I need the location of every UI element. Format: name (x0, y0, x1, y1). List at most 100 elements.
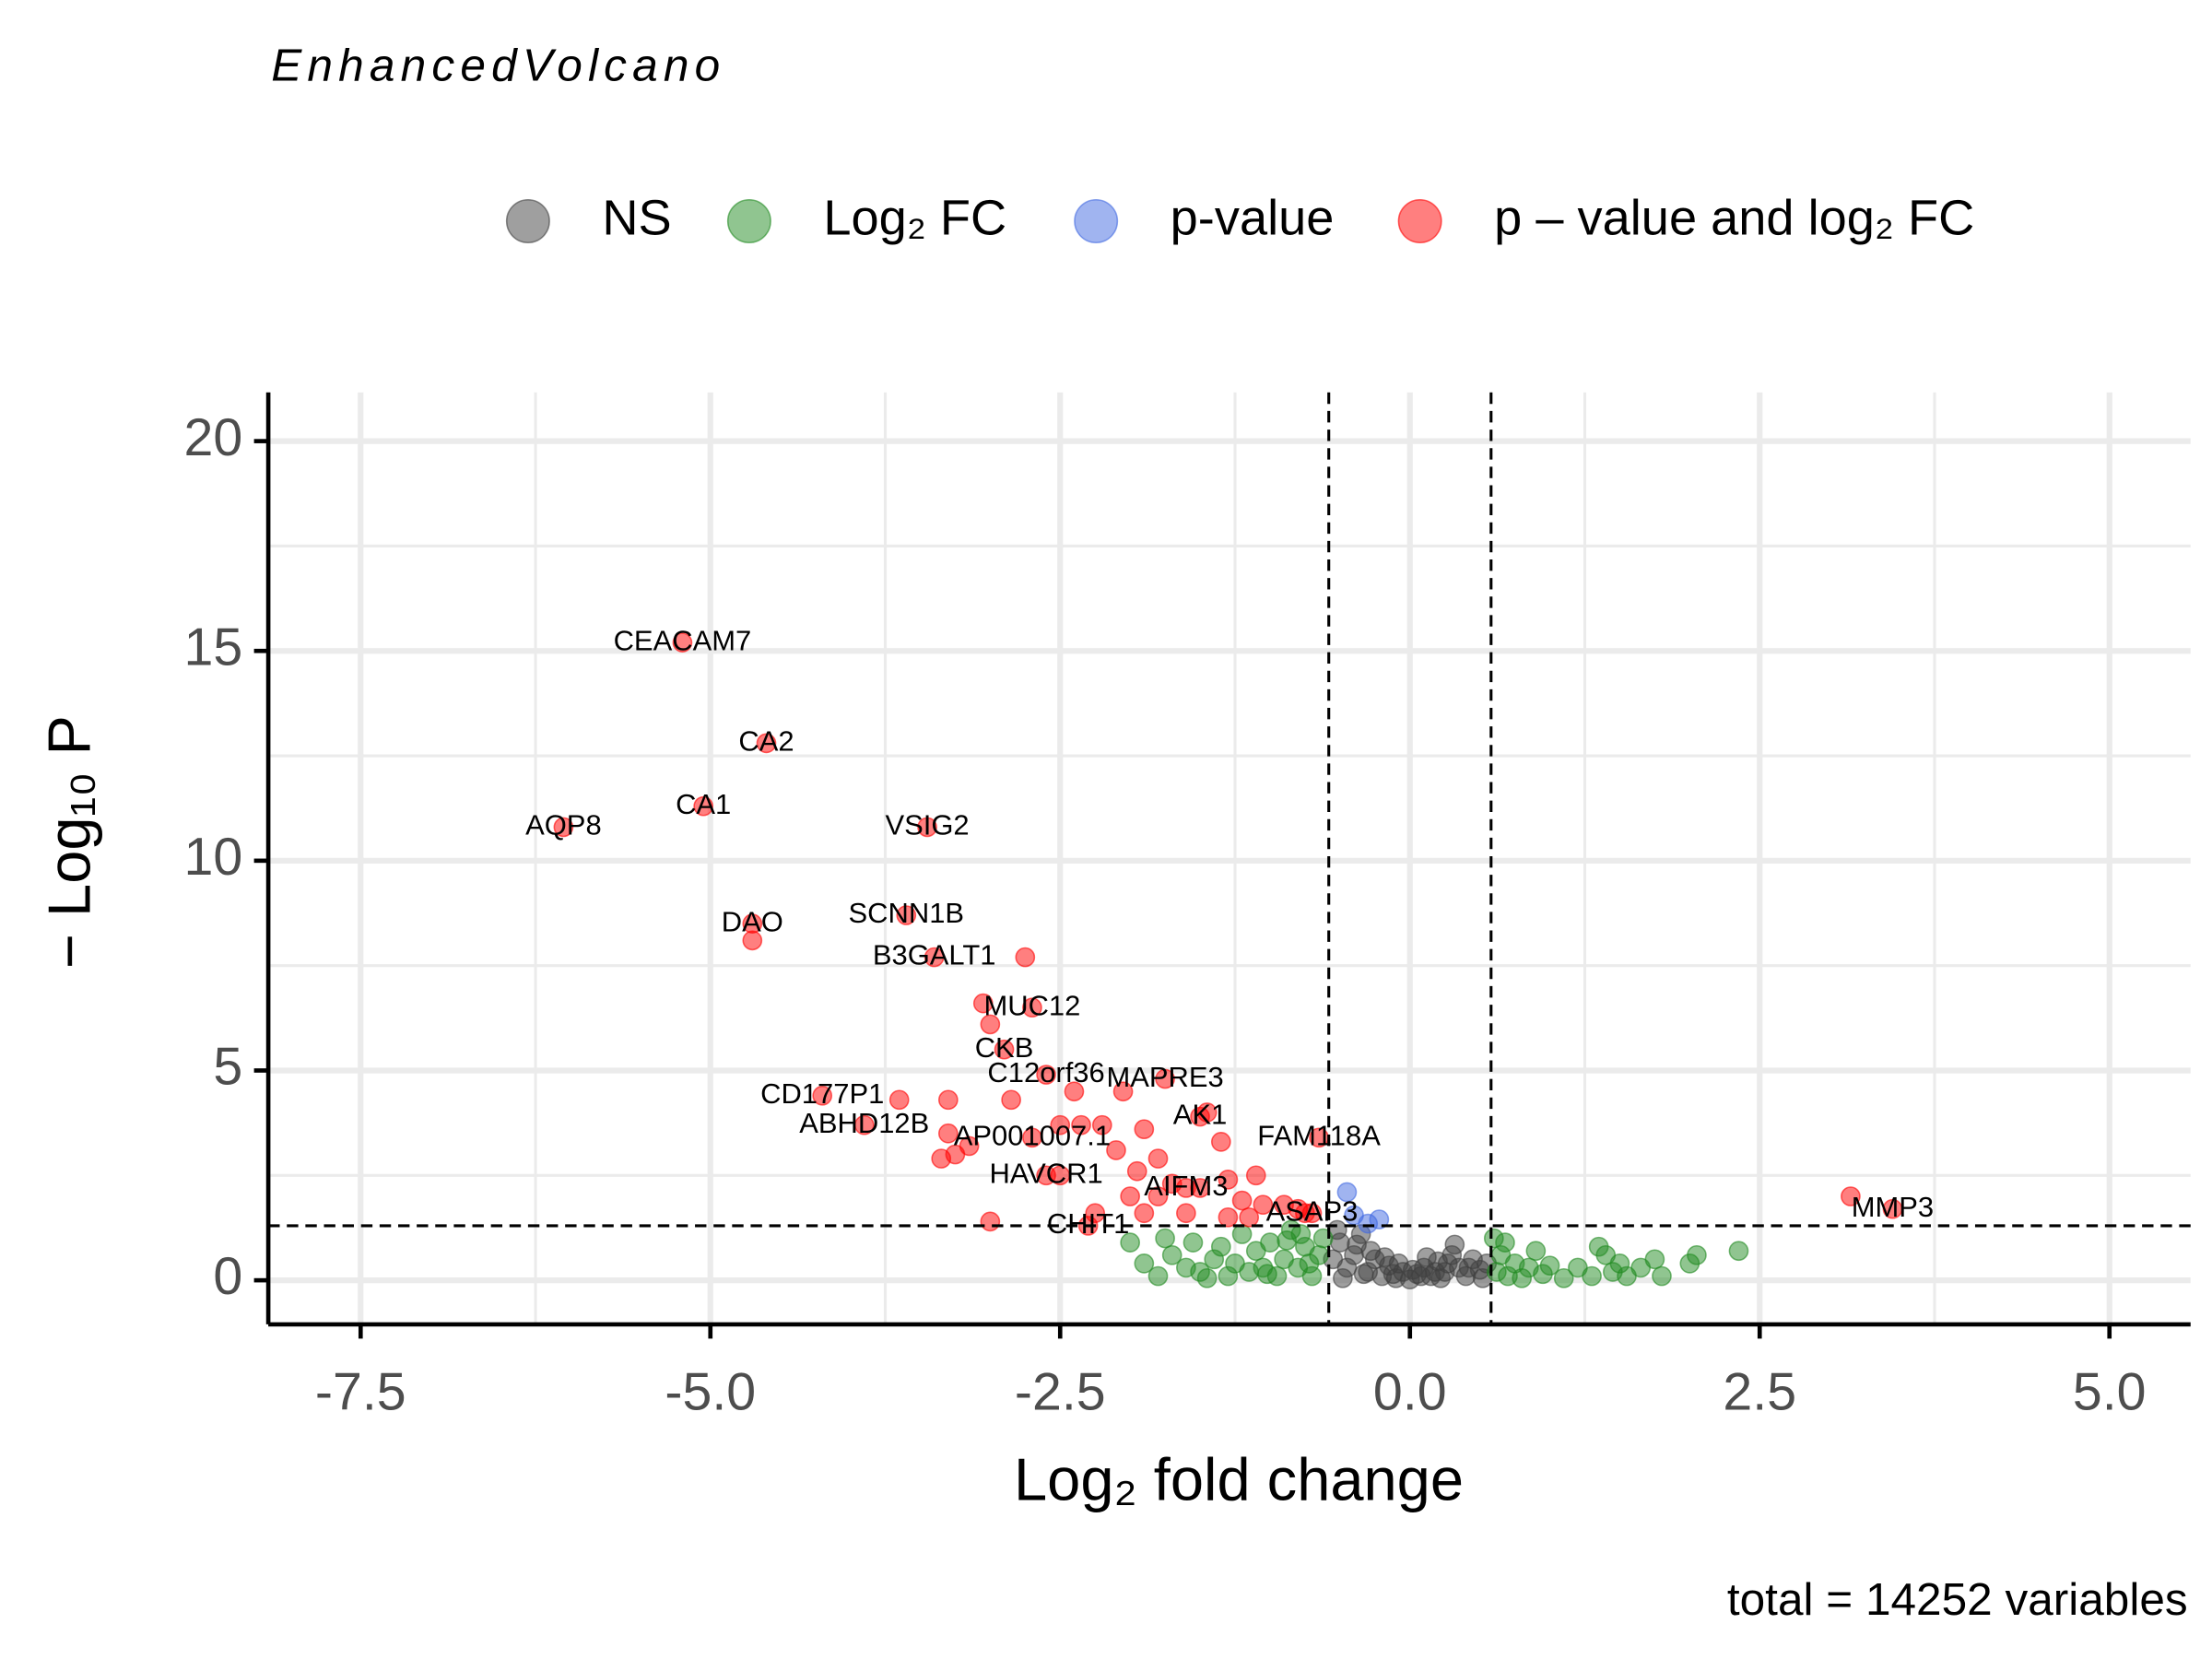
point (1112, 1081, 1134, 1102)
legend-marker (726, 199, 771, 243)
point (1882, 1198, 1903, 1219)
point (553, 817, 574, 838)
point-label: MUC12 (983, 989, 1080, 1021)
point (937, 1089, 959, 1111)
point (742, 930, 763, 951)
point (1231, 1224, 1253, 1244)
point (1161, 1244, 1182, 1265)
point (1196, 1102, 1218, 1123)
legend-marker (1397, 199, 1442, 243)
y-tick-label: 10 (184, 828, 243, 887)
x-tick-label: 5.0 (2073, 1362, 2147, 1421)
point-label: ASAP3 (1266, 1194, 1359, 1227)
point (1036, 1065, 1056, 1085)
point (1728, 1241, 1749, 1262)
y-tick-label: 0 (213, 1247, 242, 1306)
point (853, 1114, 875, 1135)
point (1483, 1228, 1504, 1249)
point-label: ABHD12B (799, 1107, 929, 1139)
point-label: SCNN1B (848, 897, 964, 929)
legend-item: Log₂ FC (726, 190, 1006, 245)
point (1001, 1089, 1021, 1111)
point-label: AIFM3 (1144, 1170, 1228, 1202)
point-label: CHIT1 (1047, 1207, 1129, 1240)
point-label: CA2 (738, 725, 794, 758)
point (1120, 1232, 1140, 1253)
point (972, 993, 994, 1014)
point (1015, 947, 1036, 968)
point (1050, 1165, 1071, 1186)
point (1161, 1173, 1182, 1194)
point (1210, 1236, 1231, 1257)
point (1588, 1236, 1609, 1257)
point (1260, 1232, 1280, 1253)
point (756, 733, 777, 754)
point (1134, 1253, 1155, 1274)
legend-marker (1074, 199, 1119, 243)
point (1218, 1170, 1239, 1190)
point (1652, 1265, 1672, 1287)
point (1050, 1114, 1071, 1135)
x-tick-label: -7.5 (315, 1362, 406, 1421)
legend-label: Log₂ FC (823, 190, 1006, 245)
x-tick-label: 2.5 (1723, 1362, 1796, 1421)
point (1333, 1267, 1353, 1288)
point (1245, 1165, 1266, 1186)
point-label: MAPRE3 (1106, 1061, 1223, 1093)
point (1091, 1114, 1112, 1135)
legend-label: p-value (1171, 190, 1335, 245)
point-label: MMP3 (1852, 1191, 1934, 1223)
point (1147, 1186, 1169, 1206)
point (1299, 1253, 1320, 1274)
legend-label: p – value and log₂ FC (1494, 190, 1974, 245)
point-label: C12orf36 (987, 1056, 1104, 1088)
point (1085, 1203, 1106, 1224)
point-label: AP001007.1 (954, 1119, 1111, 1151)
point (896, 905, 917, 925)
legend-label: NS (602, 190, 671, 245)
point (1425, 1262, 1445, 1282)
point (1155, 1228, 1175, 1249)
point (1071, 1114, 1091, 1135)
point-label: FAM118A (1257, 1119, 1381, 1151)
x-tick-label: -5.0 (665, 1362, 756, 1421)
y-tick-label: 5 (213, 1038, 242, 1097)
point (1196, 1267, 1218, 1288)
point (1022, 997, 1042, 1018)
y-axis-title: − Log₁₀ P (36, 715, 103, 969)
point (1147, 1148, 1169, 1169)
point (994, 1039, 1015, 1060)
point (1147, 1265, 1169, 1287)
point (931, 1148, 952, 1169)
legend-item: p – value and log₂ FC (1397, 190, 1974, 245)
point (1369, 1209, 1390, 1230)
point (1687, 1244, 1707, 1265)
point-label: CD177P1 (760, 1077, 884, 1110)
point (888, 1089, 910, 1111)
point-label: CEACAM7 (614, 624, 752, 656)
point (1134, 1203, 1155, 1224)
point-label: DAO (722, 905, 783, 937)
point (917, 817, 937, 838)
point (1644, 1249, 1665, 1270)
point-label: AQP8 (525, 809, 602, 841)
point (980, 1211, 1001, 1232)
x-tick-label: 0.0 (1373, 1362, 1447, 1421)
point (1582, 1265, 1602, 1287)
point-label: CKB (975, 1031, 1034, 1064)
point (1022, 1127, 1042, 1148)
point-label: CA1 (676, 788, 731, 820)
point (672, 632, 693, 653)
point (1134, 1119, 1155, 1140)
point (1106, 1140, 1126, 1160)
point (1609, 1253, 1630, 1274)
point (812, 1085, 833, 1106)
point (1218, 1206, 1239, 1228)
caption: total = 14252 variables (1727, 1574, 2188, 1625)
point (1126, 1160, 1147, 1182)
point (693, 795, 714, 817)
point-label: HAVCR1 (989, 1157, 1102, 1189)
point (1353, 1264, 1374, 1285)
